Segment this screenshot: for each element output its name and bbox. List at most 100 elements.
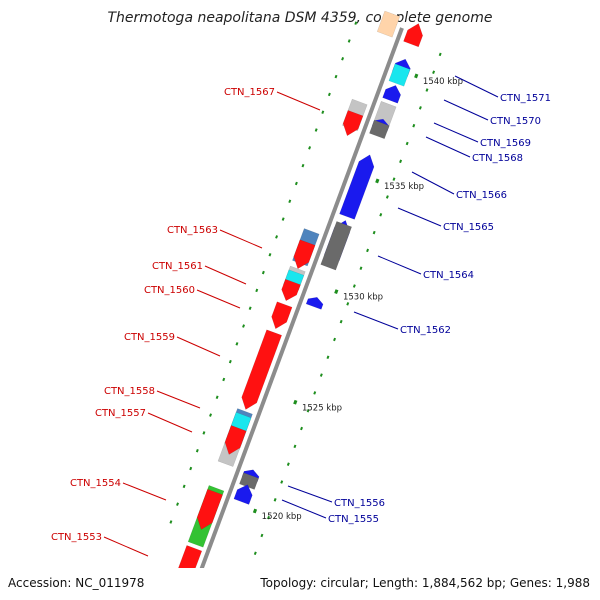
leader-ctn-1567 [276,91,321,111]
label-ctn-1563: CTN_1563 [167,225,218,236]
label-ctn-1553: CTN_1553 [51,532,102,543]
leader-ctn-1563 [219,229,263,249]
leader-ctn-1571 [454,75,499,98]
track-dot [306,408,310,413]
accession-text: Accession: NC_011978 [8,576,144,590]
footer-bg [0,568,600,600]
track-dot [321,110,325,114]
gene-ctn-1559 [271,301,293,330]
track-dot [366,248,370,253]
leader-ctn-1569 [433,122,479,143]
leader-ctn-1564 [377,255,422,275]
kbp-tick-label: 1535 kbp [384,182,424,192]
track-dot [294,181,298,186]
track-dot [267,515,270,520]
track-dot [385,195,389,199]
label-ctn-1562: CTN_1562 [400,325,451,336]
track-dot [260,533,264,538]
leader-ctn-1560 [196,289,241,309]
genome-backbone [188,27,404,600]
track-dot [412,123,416,128]
leader-ctn-1559 [176,336,221,357]
gene-labels: CTN_1567 CTN_1563 CTN_1561 CTN_1560 CTN_1559… [51,87,551,543]
label-ctn-1557: CTN_1557 [95,408,146,419]
track-dot [288,199,292,204]
track-dot [405,141,409,146]
kbp-ticks: 1540 kbp 1535 kbp 1530 kbp 1525 kbp 1520 kbp [252,73,463,522]
track-dot [195,448,199,453]
track-dot [215,395,219,400]
leader-ctn-1557 [147,412,193,433]
map-title: Thermotoga neapolitana DSM 4359, complet… [108,10,493,26]
track-dot [359,266,363,270]
track-dot [313,391,317,395]
track-dot [286,462,290,466]
track-dot [300,426,303,431]
gene-ctn-1559b [241,329,283,410]
kbp-tick-mark [414,73,419,79]
kbp-tick-label: 1525 kbp [302,403,342,413]
track-dot [346,302,350,306]
track-dot [379,213,383,217]
leader-ctn-1566 [411,171,455,195]
track-dot [255,288,259,293]
kbp-tick-mark [375,178,380,184]
gene-ctn-1570 [382,85,401,104]
track-dot [281,217,285,221]
leader-ctn-1555 [281,499,327,519]
label-ctn-1560: CTN_1560 [144,285,195,296]
gene-ctn-1567 [342,110,364,137]
label-ctn-1567: CTN_1567 [224,87,275,98]
track-dot [432,70,436,74]
label-ctn-1570: CTN_1570 [490,116,541,127]
label-ctn-1556: CTN_1556 [334,498,385,509]
track-dot [248,306,252,310]
track-dot [327,92,331,97]
label-ctn-1568: CTN_1568 [472,153,523,164]
leader-ctn-1568 [425,136,471,158]
label-ctn-1555: CTN_1555 [328,514,379,525]
topology-text: Topology: circular; Length: 1,884,562 bp… [259,576,590,590]
kbp-tick-mark [252,508,258,514]
gene-ctn-1568b [369,119,390,140]
label-ctn-1554: CTN_1554 [70,478,121,489]
track-dot [222,377,226,382]
label-ctn-1561: CTN_1561 [152,261,203,272]
gene-ctn-1557 [224,425,247,455]
leader-ctn-1561 [204,265,247,285]
track-dot [301,163,305,168]
gene-ctn-1560 [281,278,301,302]
track-dot [334,74,338,79]
gene-top-red [403,23,423,48]
track-dot [253,551,257,556]
track-dot [438,52,442,57]
track-dot [418,106,422,110]
gene-ctn-1562 [305,297,324,310]
track-dot [209,413,213,417]
leader-ctn-1562 [353,311,399,330]
leader-ctn-1553 [103,536,149,557]
track-dot [333,337,337,342]
track-dot [268,252,272,257]
track-dot [308,146,312,150]
kbp-tick-label: 1530 kbp [343,293,383,303]
gene-ctn-1564 [320,221,353,271]
leader-ctn-1554 [122,482,167,501]
track-dot [242,324,246,328]
label-ctn-1565: CTN_1565 [443,222,494,233]
track-dot [326,355,330,360]
leader-ctn-1558 [156,390,201,409]
track-dot [189,466,193,471]
leader-ctn-1556 [287,485,333,503]
gene-ctn-1555 [233,484,253,505]
label-ctn-1566: CTN_1566 [456,190,507,201]
track-dot [339,319,343,324]
label-ctn-1564: CTN_1564 [423,270,474,281]
track-dot [392,177,396,181]
track-dot [235,342,239,346]
leader-ctn-1570 [443,99,489,121]
track-dot [228,359,232,364]
track-dot [425,88,429,92]
kbp-tick-mark [334,289,339,294]
